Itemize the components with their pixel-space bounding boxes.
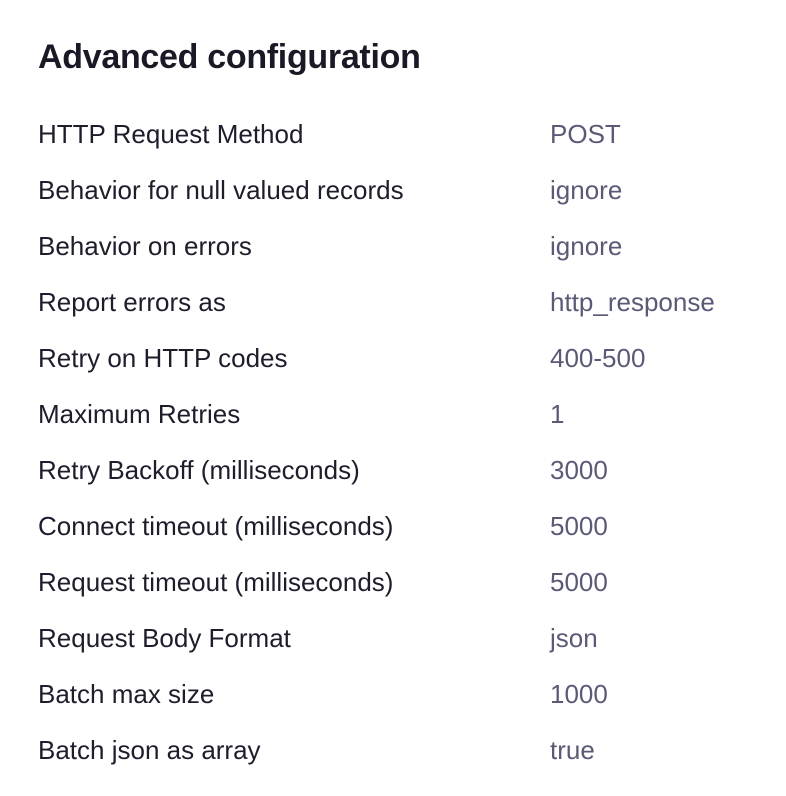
config-value: http_response	[550, 286, 715, 317]
config-row: Connect timeout (milliseconds) 5000	[38, 498, 758, 554]
config-value: ignore	[550, 230, 623, 261]
config-value: true	[550, 734, 595, 765]
config-value: 400-500	[550, 342, 646, 373]
config-row: Request Body Format json	[38, 610, 758, 666]
config-value: 5000	[550, 566, 608, 597]
config-row: Behavior on errors ignore	[38, 218, 758, 274]
config-value: 1	[550, 398, 565, 429]
config-label: Batch json as array	[38, 734, 261, 765]
config-label: HTTP Request Method	[38, 118, 304, 149]
config-row: Maximum Retries 1	[38, 386, 758, 442]
config-row: Retry on HTTP codes 400-500	[38, 330, 758, 386]
config-label: Retry Backoff (milliseconds)	[38, 454, 360, 485]
config-row: Behavior for null valued records ignore	[38, 162, 758, 218]
config-row: Batch json as array true	[38, 722, 758, 778]
config-row: HTTP Request Method POST	[38, 106, 758, 162]
config-label: Behavior for null valued records	[38, 174, 404, 205]
config-row: Batch max size 1000	[38, 666, 758, 722]
config-label: Behavior on errors	[38, 230, 252, 261]
config-label: Request Body Format	[38, 622, 291, 653]
config-value: 1000	[550, 678, 608, 709]
config-label: Batch max size	[38, 678, 215, 709]
config-row: Report errors as http_response	[38, 274, 758, 330]
config-label: Connect timeout (milliseconds)	[38, 510, 394, 541]
config-label: Retry on HTTP codes	[38, 342, 288, 373]
config-label: Maximum Retries	[38, 398, 241, 429]
config-row: Request timeout (milliseconds) 5000	[38, 554, 758, 610]
config-row: Retry Backoff (milliseconds) 3000	[38, 442, 758, 498]
config-value: json	[550, 622, 598, 653]
config-label: Request timeout (milliseconds)	[38, 566, 394, 597]
config-value: 5000	[550, 510, 608, 541]
section-title: Advanced configuration	[38, 38, 421, 76]
config-value: ignore	[550, 174, 623, 205]
config-value: 3000	[550, 454, 608, 485]
config-value: POST	[550, 118, 621, 149]
config-list: HTTP Request Method POST Behavior for null…	[38, 106, 758, 778]
config-label: Report errors as	[38, 286, 226, 317]
